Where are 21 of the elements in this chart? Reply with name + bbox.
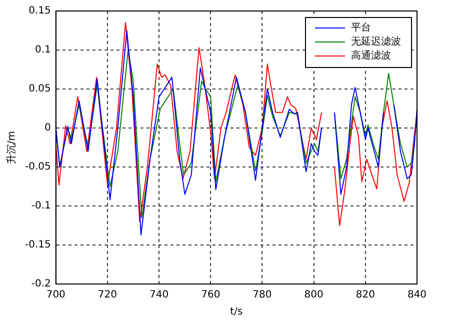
y-tick-label: 0.05 <box>28 84 51 95</box>
x-tick-label: 700 <box>46 290 66 301</box>
y-tick-label: 0.15 <box>28 6 51 17</box>
y-tick-label: -0.05 <box>25 162 51 173</box>
y-tick-label: -0.2 <box>31 278 51 290</box>
x-tick-label: 800 <box>304 290 324 301</box>
y-tick-label: -0.15 <box>25 240 51 251</box>
legend-label: 平台 <box>351 22 371 34</box>
x-tick-label: 720 <box>98 290 118 301</box>
x-tick-label: 760 <box>201 290 220 301</box>
x-tick-label: 780 <box>252 290 272 301</box>
y-tick-label: -0.1 <box>31 200 51 212</box>
y-axis-title: 升沉/m <box>6 130 18 164</box>
y-tick-label: 0.1 <box>34 44 51 56</box>
x-tick-label: 840 <box>407 290 427 301</box>
x-tick-label: 740 <box>150 290 169 301</box>
legend-label: 高通滤波 <box>351 50 391 62</box>
x-tick-label: 820 <box>356 290 375 301</box>
legend-label: 无延迟滤波 <box>351 36 401 48</box>
y-tick-label: 0 <box>44 122 51 134</box>
x-axis-title: t/s <box>230 306 243 318</box>
